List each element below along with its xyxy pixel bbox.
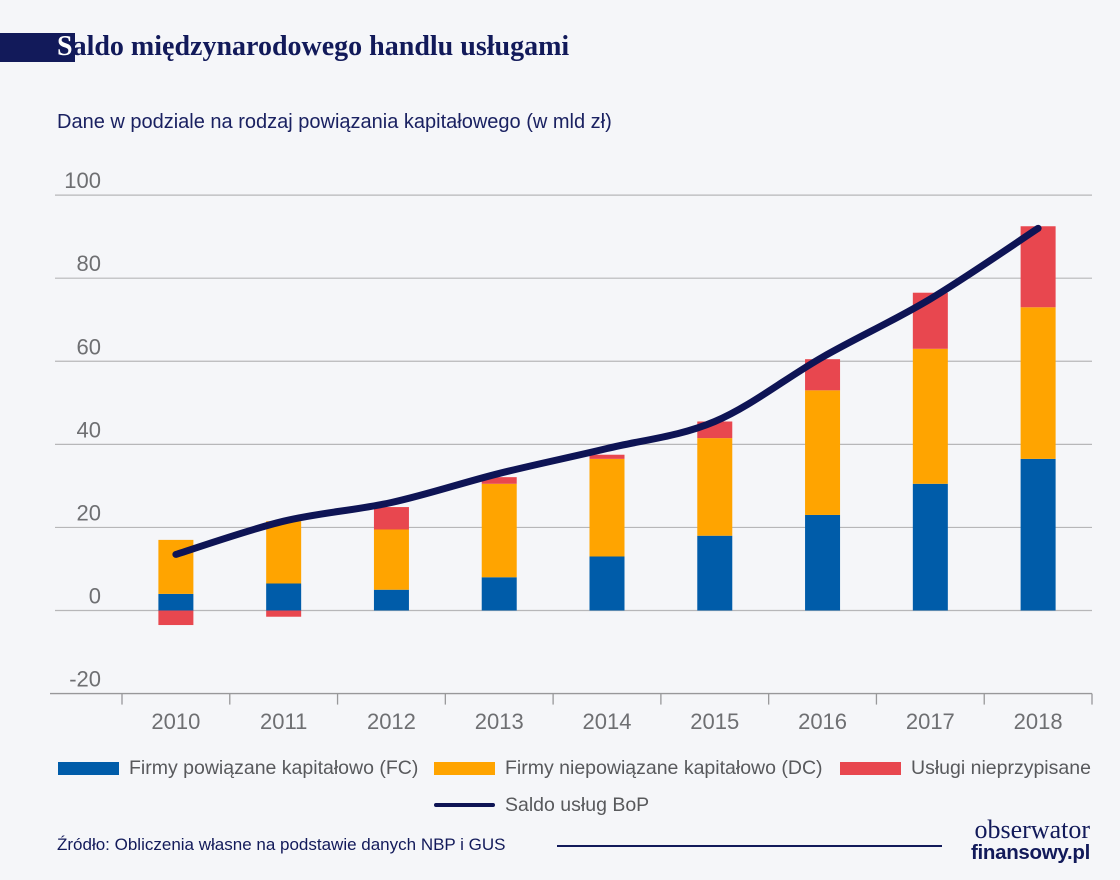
legend-item-bop-line: Saldo usług BoP	[434, 794, 649, 816]
legend-item-unassigned: Usługi nieprzypisane	[840, 757, 1091, 779]
bar-segment-fc	[589, 556, 625, 611]
y-axis-tick-label: 60	[77, 334, 101, 359]
x-axis-year-label: 2017	[906, 709, 955, 734]
page-subtitle: Dane w podziale na rodzaj powiązania kap…	[57, 111, 612, 133]
title-first-letter: S	[57, 31, 73, 62]
y-axis-tick-label: 100	[64, 168, 101, 193]
y-axis-tick-label: -20	[69, 667, 101, 692]
title-highlight-block	[0, 33, 75, 62]
x-axis-year-label: 2010	[151, 709, 200, 734]
bar-segment-unassigned	[481, 477, 517, 484]
bar-segment-fc	[1020, 458, 1056, 611]
bar-segment-fc	[158, 593, 194, 611]
bar-segment-unassigned	[373, 507, 409, 530]
legend-label-unassigned: Usługi nieprzypisane	[911, 756, 1091, 779]
bar-segment-fc	[266, 583, 302, 611]
bar-segment-unassigned	[589, 454, 625, 459]
bar-segment-dc	[373, 529, 409, 590]
legend-swatch-bop-line	[434, 803, 495, 807]
bar-segment-dc	[481, 483, 517, 578]
source-divider	[557, 845, 942, 847]
bar-segment-fc	[912, 483, 948, 611]
bar-segment-fc	[373, 589, 409, 611]
legend-swatch-unassigned	[840, 761, 901, 775]
title-rest: aldo międzynarodowego handlu usługami	[72, 31, 570, 62]
bop-trend-line	[172, 224, 1042, 558]
source-text: Źródło: Obliczenia własne na podstawie d…	[57, 835, 506, 854]
legend-label-dc: Firmy niepowiązane kapitałowo (DC)	[505, 756, 823, 779]
bar-segment-fc	[805, 514, 841, 611]
y-axis-tick-label: 0	[89, 584, 101, 609]
y-axis-tick-label: 40	[77, 417, 101, 442]
legend-swatch-fc	[58, 761, 119, 775]
bar-segment-fc	[481, 577, 517, 611]
bar-segment-dc	[805, 390, 841, 515]
page-title: Saldo międzynarodowego handlu usługami	[57, 31, 569, 63]
bar-segment-unassigned	[266, 610, 302, 617]
legend-item-fc: Firmy powiązane kapitałowo (FC)	[58, 757, 418, 779]
x-axis-year-label: 2011	[260, 709, 307, 734]
obserwator-finansowy-logo: obserwator finansowy.pl	[971, 817, 1090, 863]
bar-segment-dc	[697, 438, 733, 536]
bar-segment-unassigned	[158, 610, 194, 626]
x-axis-year-label: 2015	[690, 709, 739, 734]
bar-segment-dc	[589, 458, 625, 557]
y-axis-tick-label: 80	[77, 251, 101, 276]
x-axis-year-label: 2018	[1014, 709, 1063, 734]
legend-swatch-dc	[434, 761, 495, 775]
bar-segment-dc	[912, 348, 948, 484]
logo-line1: obserwator	[974, 815, 1090, 844]
bar-segment-fc	[697, 535, 733, 611]
y-axis-tick-label: 20	[77, 500, 101, 525]
bar-segment-dc	[1020, 307, 1056, 459]
x-axis-year-label: 2016	[798, 709, 847, 734]
x-axis-year-label: 2013	[475, 709, 524, 734]
x-axis-year-label: 2012	[367, 709, 416, 734]
legend-label-bop-line: Saldo usług BoP	[505, 793, 650, 816]
legend-label-fc: Firmy powiązane kapitałowo (FC)	[129, 756, 419, 779]
legend-item-dc: Firmy niepowiązane kapitałowo (DC)	[434, 757, 823, 779]
bar-segment-dc	[266, 521, 302, 584]
logo-line2: finansowy.pl	[970, 841, 1090, 864]
x-axis-year-label: 2014	[583, 709, 632, 734]
